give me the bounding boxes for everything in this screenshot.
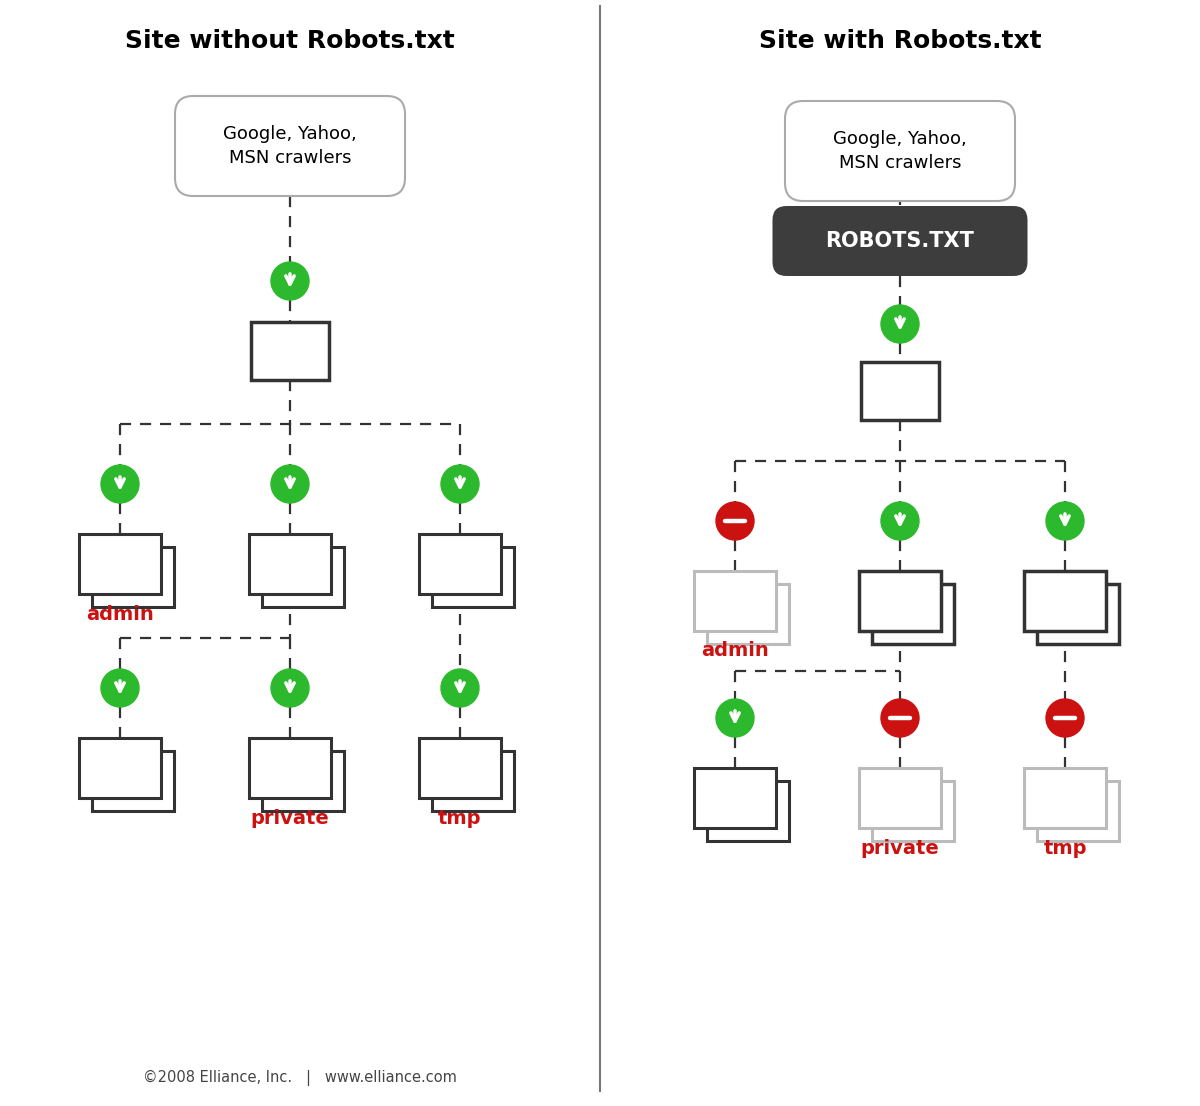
Text: Google, Yahoo,
MSN crawlers: Google, Yahoo, MSN crawlers: [833, 131, 967, 171]
Circle shape: [271, 262, 310, 300]
Circle shape: [716, 502, 754, 540]
Text: admin: admin: [86, 605, 154, 624]
Circle shape: [101, 669, 139, 707]
Bar: [262, 751, 344, 811]
Bar: [432, 751, 514, 811]
Bar: [419, 738, 502, 799]
Circle shape: [1046, 699, 1084, 737]
Bar: [872, 781, 954, 841]
Bar: [859, 571, 941, 632]
Bar: [859, 768, 941, 828]
Bar: [707, 584, 790, 644]
Circle shape: [1046, 502, 1084, 540]
FancyBboxPatch shape: [785, 101, 1015, 201]
Bar: [250, 738, 331, 799]
Circle shape: [881, 305, 919, 343]
Text: private: private: [860, 838, 940, 857]
Circle shape: [442, 465, 479, 503]
Bar: [1037, 584, 1120, 644]
Text: admin: admin: [701, 641, 769, 660]
Bar: [1024, 768, 1106, 828]
Bar: [79, 534, 161, 594]
Circle shape: [716, 699, 754, 737]
Bar: [432, 547, 514, 607]
Bar: [92, 751, 174, 811]
Bar: [251, 322, 329, 380]
FancyBboxPatch shape: [773, 206, 1027, 276]
Bar: [79, 738, 161, 799]
Bar: [92, 547, 174, 607]
Circle shape: [881, 699, 919, 737]
Bar: [707, 781, 790, 841]
Circle shape: [101, 465, 139, 503]
Circle shape: [442, 669, 479, 707]
Bar: [872, 584, 954, 644]
Text: tmp: tmp: [1043, 838, 1087, 857]
Bar: [250, 534, 331, 594]
Text: private: private: [251, 808, 329, 827]
Bar: [694, 571, 776, 632]
Text: tmp: tmp: [438, 808, 481, 827]
Bar: [694, 768, 776, 828]
Bar: [262, 547, 344, 607]
Bar: [419, 534, 502, 594]
Circle shape: [271, 669, 310, 707]
Text: Site without Robots.txt: Site without Robots.txt: [125, 29, 455, 53]
Circle shape: [271, 465, 310, 503]
Text: Google, Yahoo,
MSN crawlers: Google, Yahoo, MSN crawlers: [223, 125, 356, 167]
Bar: [1024, 571, 1106, 632]
Text: ©2008 Elliance, Inc.   |   www.elliance.com: ©2008 Elliance, Inc. | www.elliance.com: [143, 1070, 457, 1086]
FancyBboxPatch shape: [175, 96, 406, 196]
Bar: [1037, 781, 1120, 841]
Text: Site with Robots.txt: Site with Robots.txt: [758, 29, 1042, 53]
Text: ROBOTS.TXT: ROBOTS.TXT: [826, 231, 974, 251]
Bar: [862, 362, 940, 420]
Circle shape: [881, 502, 919, 540]
